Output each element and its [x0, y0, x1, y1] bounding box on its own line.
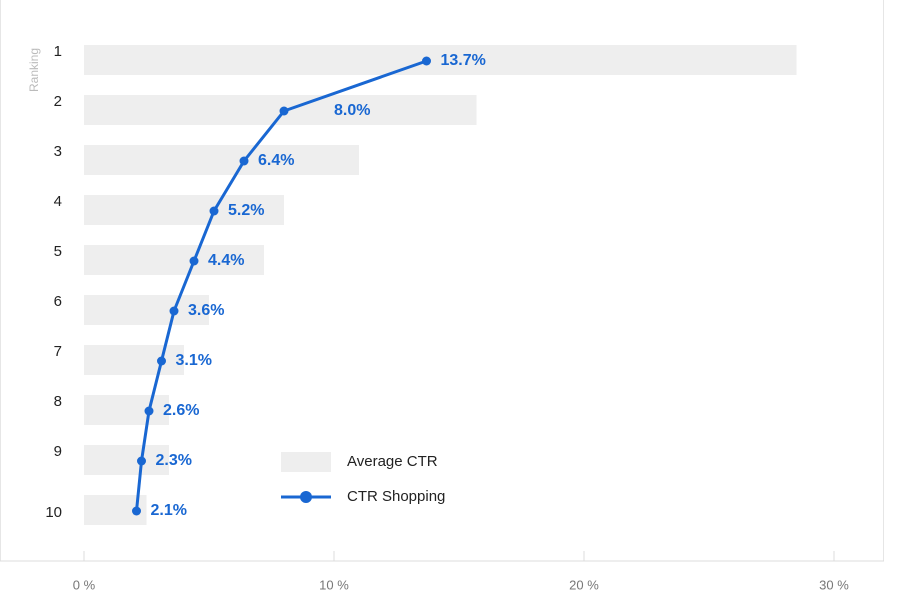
bar: [84, 445, 169, 475]
bar: [84, 245, 264, 275]
data-label: 3.6%: [188, 302, 224, 319]
y-tick-label: 9: [54, 443, 62, 460]
bar: [84, 45, 797, 75]
bar: [84, 195, 284, 225]
y-tick-label: 7: [54, 343, 62, 360]
bar: [84, 395, 169, 425]
point: [239, 156, 249, 166]
legend-label: CTR Shopping: [347, 488, 445, 505]
legend-swatch: [300, 491, 312, 503]
bar: [84, 345, 184, 375]
data-label: 3.1%: [176, 352, 212, 369]
bar: [84, 145, 359, 175]
point: [137, 456, 146, 466]
line: [135, 59, 427, 512]
y-tick-label: 6: [54, 293, 62, 310]
point: [422, 56, 431, 66]
y-tick-label: 1: [54, 43, 62, 60]
data-label: 13.7%: [441, 52, 486, 69]
point: [189, 256, 199, 266]
data-label: 5.2%: [228, 202, 264, 219]
y-tick-label: 4: [54, 193, 62, 210]
y-tick-label: 5: [54, 243, 62, 260]
data-label: 4.4%: [208, 252, 244, 269]
y-tick-label: 3: [54, 143, 62, 160]
point: [132, 506, 141, 516]
x-tick-label: 30 %: [819, 577, 849, 592]
data-label: 2.6%: [163, 402, 199, 419]
data-label: 8.0%: [334, 102, 370, 119]
y-tick-label: 8: [54, 393, 62, 410]
y-axis-title: Ranking: [27, 48, 41, 92]
plot-frame: [0, 0, 884, 562]
data-label: 6.4%: [258, 152, 294, 169]
data-label: 2.3%: [156, 452, 192, 469]
x-tick-label: 20 %: [569, 577, 599, 592]
point: [279, 106, 289, 116]
point: [209, 206, 219, 216]
point: [157, 356, 166, 366]
x-tick-label: 0 %: [73, 577, 96, 592]
x-tick-label: 10 %: [319, 577, 349, 592]
y-tick-label: 10: [45, 504, 62, 521]
legend-swatch: [281, 452, 331, 472]
point: [169, 306, 179, 316]
y-tick-label: 2: [54, 93, 62, 110]
bar: [84, 295, 209, 325]
legend-label: Average CTR: [347, 453, 438, 470]
point: [144, 406, 154, 416]
data-label: 2.1%: [151, 502, 187, 519]
